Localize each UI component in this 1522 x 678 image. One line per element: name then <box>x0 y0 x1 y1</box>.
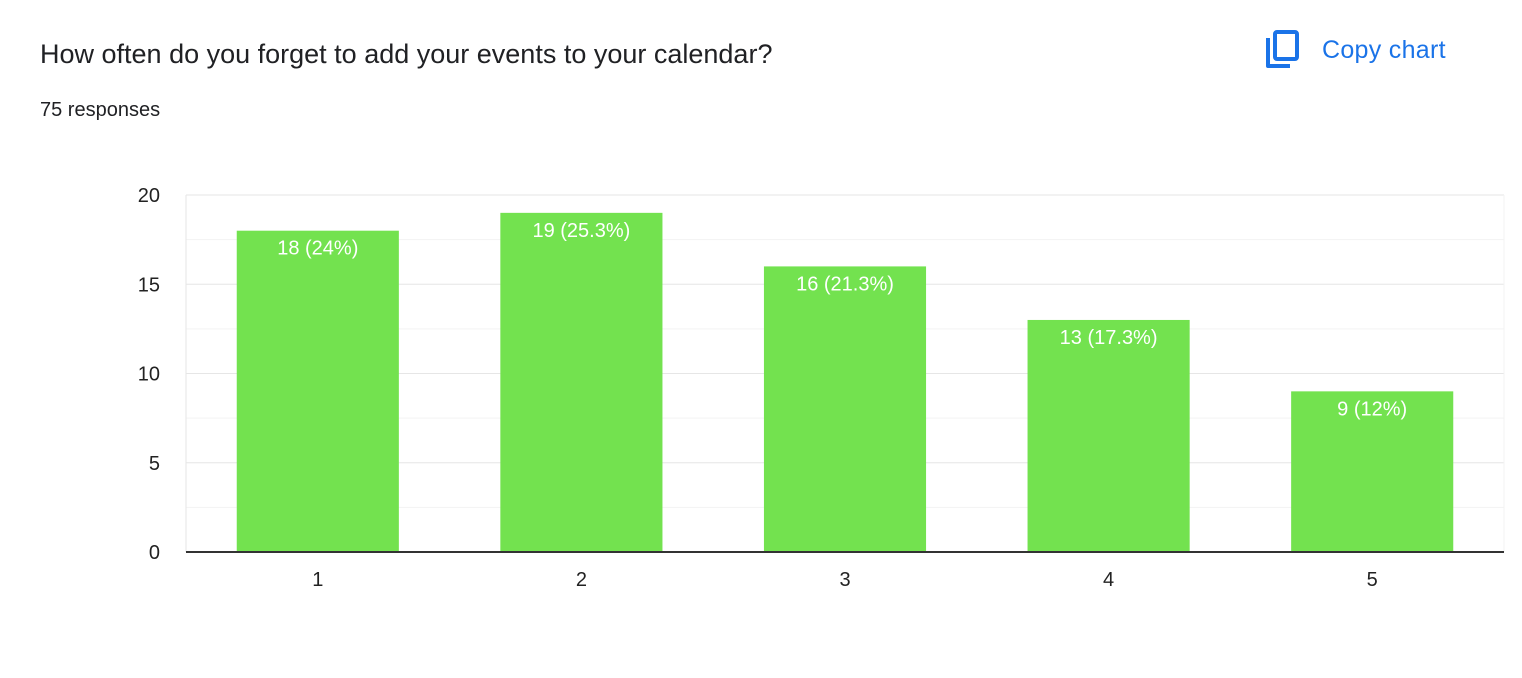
bar-2[interactable] <box>500 212 663 552</box>
bar-data-label: 19 (25.3%) <box>532 220 630 242</box>
copy-chart-label: Copy chart <box>1322 35 1446 64</box>
y-tick-label: 0 <box>149 542 160 564</box>
x-tick-label: 4 <box>1103 569 1114 591</box>
copy-icon <box>1264 30 1300 70</box>
x-tick-label: 2 <box>576 569 587 591</box>
response-count: 75 responses <box>40 99 161 121</box>
chart-axes: 0 5 10 15 20 1 2 3 4 5 <box>138 185 1504 591</box>
copy-chart-button[interactable]: Copy chart <box>1254 22 1456 78</box>
bar-1[interactable] <box>236 230 399 552</box>
chart-bars: 18 (24%) 19 (25.3%) 16 (21.3%) 13 (17.3%) 9 … <box>236 212 1454 552</box>
y-tick-label: 15 <box>138 274 160 296</box>
y-tick-label: 5 <box>149 453 160 475</box>
bar-data-label: 16 (21.3%) <box>796 273 894 295</box>
bar-data-label: 18 (24%) <box>277 238 358 260</box>
x-tick-label: 5 <box>1367 569 1378 591</box>
y-tick-label: 10 <box>138 364 160 386</box>
bar-data-label: 9 (12%) <box>1337 398 1407 420</box>
bar-4[interactable] <box>1027 319 1190 552</box>
bar-3[interactable] <box>763 266 927 552</box>
x-tick-label: 3 <box>839 569 850 591</box>
question-title: How often do you forget to add your even… <box>40 39 773 69</box>
y-tick-label: 20 <box>138 185 160 207</box>
bar-data-label: 13 (17.3%) <box>1060 327 1158 349</box>
bar-5[interactable] <box>1291 391 1454 552</box>
x-tick-label: 1 <box>312 569 323 591</box>
